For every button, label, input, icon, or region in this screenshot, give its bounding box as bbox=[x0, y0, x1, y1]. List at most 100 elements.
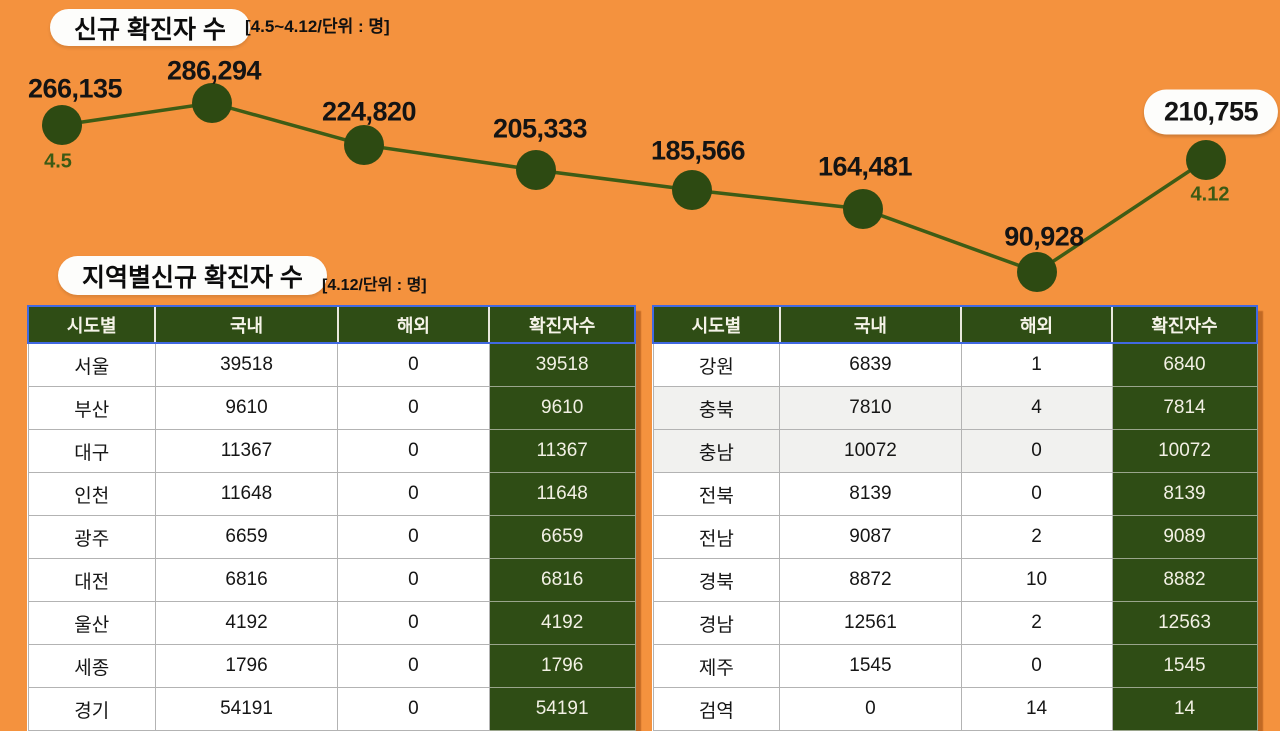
trend-line bbox=[61, 101, 1207, 274]
table-row: 부산 9610 0 9610 bbox=[27, 386, 636, 430]
column-header: 확진자수 bbox=[1111, 305, 1258, 344]
value-cell: 9610 bbox=[154, 386, 339, 430]
value-cell: 1796 bbox=[154, 644, 339, 688]
value-cell: 6816 bbox=[154, 558, 339, 602]
region-table-left: 시도별 국내 해외 확진자수 서울 39518 0 39518 부산 9610 0 9610 대구 113… bbox=[26, 305, 636, 731]
value-cell: 11367 bbox=[154, 429, 339, 473]
value-cell: 1 bbox=[960, 342, 1113, 387]
value-cell: 0 bbox=[337, 429, 490, 473]
value-cell: 6839 bbox=[779, 342, 962, 387]
value-cell: 1545 bbox=[779, 644, 962, 688]
table-row: 울산 4192 0 4192 bbox=[27, 601, 636, 645]
confirmed-total-cell: 1796 bbox=[488, 644, 636, 688]
table-row: 경북 8872 10 8882 bbox=[652, 558, 1258, 602]
chart-title: 신규 확진자 수 bbox=[74, 15, 226, 44]
region-name-cell: 경기 bbox=[27, 687, 156, 731]
value-cell: 0 bbox=[337, 515, 490, 559]
column-header: 해외 bbox=[336, 305, 490, 344]
region-name-cell: 부산 bbox=[27, 386, 156, 430]
table-row: 검역 0 14 14 bbox=[652, 687, 1258, 731]
confirmed-total-cell: 9089 bbox=[1111, 515, 1258, 559]
table-row: 경남 12561 2 12563 bbox=[652, 601, 1258, 645]
line-chart-canvas bbox=[42, 83, 1226, 292]
table-row: 대구 11367 0 11367 bbox=[27, 429, 636, 473]
region-name-cell: 경북 bbox=[652, 558, 781, 602]
region-name-cell: 광주 bbox=[27, 515, 156, 559]
table-row: 서울 39518 0 39518 bbox=[27, 342, 636, 387]
chart-subtitle: [4.5~4.12/단위 : 명] bbox=[245, 17, 390, 36]
confirmed-total-cell: 7814 bbox=[1111, 386, 1258, 430]
table-row: 세종 1796 0 1796 bbox=[27, 644, 636, 688]
value-cell: 2 bbox=[960, 601, 1113, 645]
region-section-title: 지역별신규 확진자 수 bbox=[82, 263, 303, 292]
column-header: 국내 bbox=[778, 305, 962, 344]
value-cell: 8872 bbox=[779, 558, 962, 602]
column-header: 해외 bbox=[960, 305, 1113, 344]
region-name-cell: 인천 bbox=[27, 472, 156, 516]
value-cell: 12561 bbox=[779, 601, 962, 645]
data-point bbox=[1186, 140, 1226, 180]
data-point bbox=[192, 83, 232, 123]
confirmed-total-cell: 39518 bbox=[488, 342, 636, 387]
data-point bbox=[516, 150, 556, 190]
confirmed-total-cell: 6840 bbox=[1111, 342, 1258, 387]
region-name-cell: 대구 bbox=[27, 429, 156, 473]
confirmed-total-cell: 10072 bbox=[1111, 429, 1258, 473]
value-cell: 9087 bbox=[779, 515, 962, 559]
value-cell: 0 bbox=[779, 687, 962, 731]
confirmed-total-cell: 54191 bbox=[488, 687, 636, 731]
value-cell: 4192 bbox=[154, 601, 339, 645]
confirmed-total-cell: 4192 bbox=[488, 601, 636, 645]
value-cell: 0 bbox=[337, 342, 490, 387]
table-row: 제주 1545 0 1545 bbox=[652, 644, 1258, 688]
value-cell: 6659 bbox=[154, 515, 339, 559]
region-name-cell: 경남 bbox=[652, 601, 781, 645]
region-name-cell: 서울 bbox=[27, 342, 156, 387]
value-cell: 0 bbox=[337, 644, 490, 688]
data-point bbox=[843, 189, 883, 229]
confirmed-total-cell: 6816 bbox=[488, 558, 636, 602]
value-cell: 10072 bbox=[779, 429, 962, 473]
confirmed-total-cell: 1545 bbox=[1111, 644, 1258, 688]
table-row: 대전 6816 0 6816 bbox=[27, 558, 636, 602]
data-point bbox=[672, 170, 712, 210]
region-name-cell: 검역 bbox=[652, 687, 781, 731]
table-row: 충남 10072 0 10072 bbox=[652, 429, 1258, 473]
table-row: 광주 6659 0 6659 bbox=[27, 515, 636, 559]
region-table-right: 시도별 국내 해외 확진자수 강원 6839 1 6840 충북 7810 4 7814 충남 10072… bbox=[652, 305, 1258, 731]
column-header: 시도별 bbox=[26, 305, 156, 344]
value-cell: 4 bbox=[960, 386, 1113, 430]
confirmed-total-cell: 8139 bbox=[1111, 472, 1258, 516]
header-row: 시도별 국내 해외 확진자수 bbox=[26, 305, 636, 344]
value-cell: 0 bbox=[960, 644, 1113, 688]
table-row: 경기 54191 0 54191 bbox=[27, 687, 636, 731]
region-name-cell: 대전 bbox=[27, 558, 156, 602]
table-row: 강원 6839 1 6840 bbox=[652, 342, 1258, 387]
region-name-cell: 강원 bbox=[652, 342, 781, 387]
new-cases-chart-section: 266,135 4.5 286,294 224,820 205,333 185,566 16… bbox=[0, 0, 1280, 300]
confirmed-total-cell: 12563 bbox=[1111, 601, 1258, 645]
confirmed-total-cell: 6659 bbox=[488, 515, 636, 559]
region-name-cell: 세종 bbox=[27, 644, 156, 688]
value-cell: 0 bbox=[337, 386, 490, 430]
value-cell: 10 bbox=[960, 558, 1113, 602]
chart-title-pill: 신규 확진자 수 bbox=[50, 9, 250, 46]
column-header: 국내 bbox=[154, 305, 338, 344]
table-row: 충북 7810 4 7814 bbox=[652, 386, 1258, 430]
confirmed-total-cell: 14 bbox=[1111, 687, 1258, 731]
table-row: 전남 9087 2 9089 bbox=[652, 515, 1258, 559]
value-cell: 7810 bbox=[779, 386, 962, 430]
column-header: 확진자수 bbox=[488, 305, 636, 344]
value-cell: 0 bbox=[337, 687, 490, 731]
data-point bbox=[1017, 252, 1057, 292]
value-cell: 14 bbox=[960, 687, 1113, 731]
confirmed-total-cell: 11367 bbox=[488, 429, 636, 473]
confirmed-total-cell: 9610 bbox=[488, 386, 636, 430]
value-cell: 0 bbox=[337, 558, 490, 602]
region-name-cell: 제주 bbox=[652, 644, 781, 688]
data-point bbox=[42, 105, 82, 145]
column-header: 시도별 bbox=[652, 305, 780, 344]
region-name-cell: 충북 bbox=[652, 386, 781, 430]
value-cell: 11648 bbox=[154, 472, 339, 516]
